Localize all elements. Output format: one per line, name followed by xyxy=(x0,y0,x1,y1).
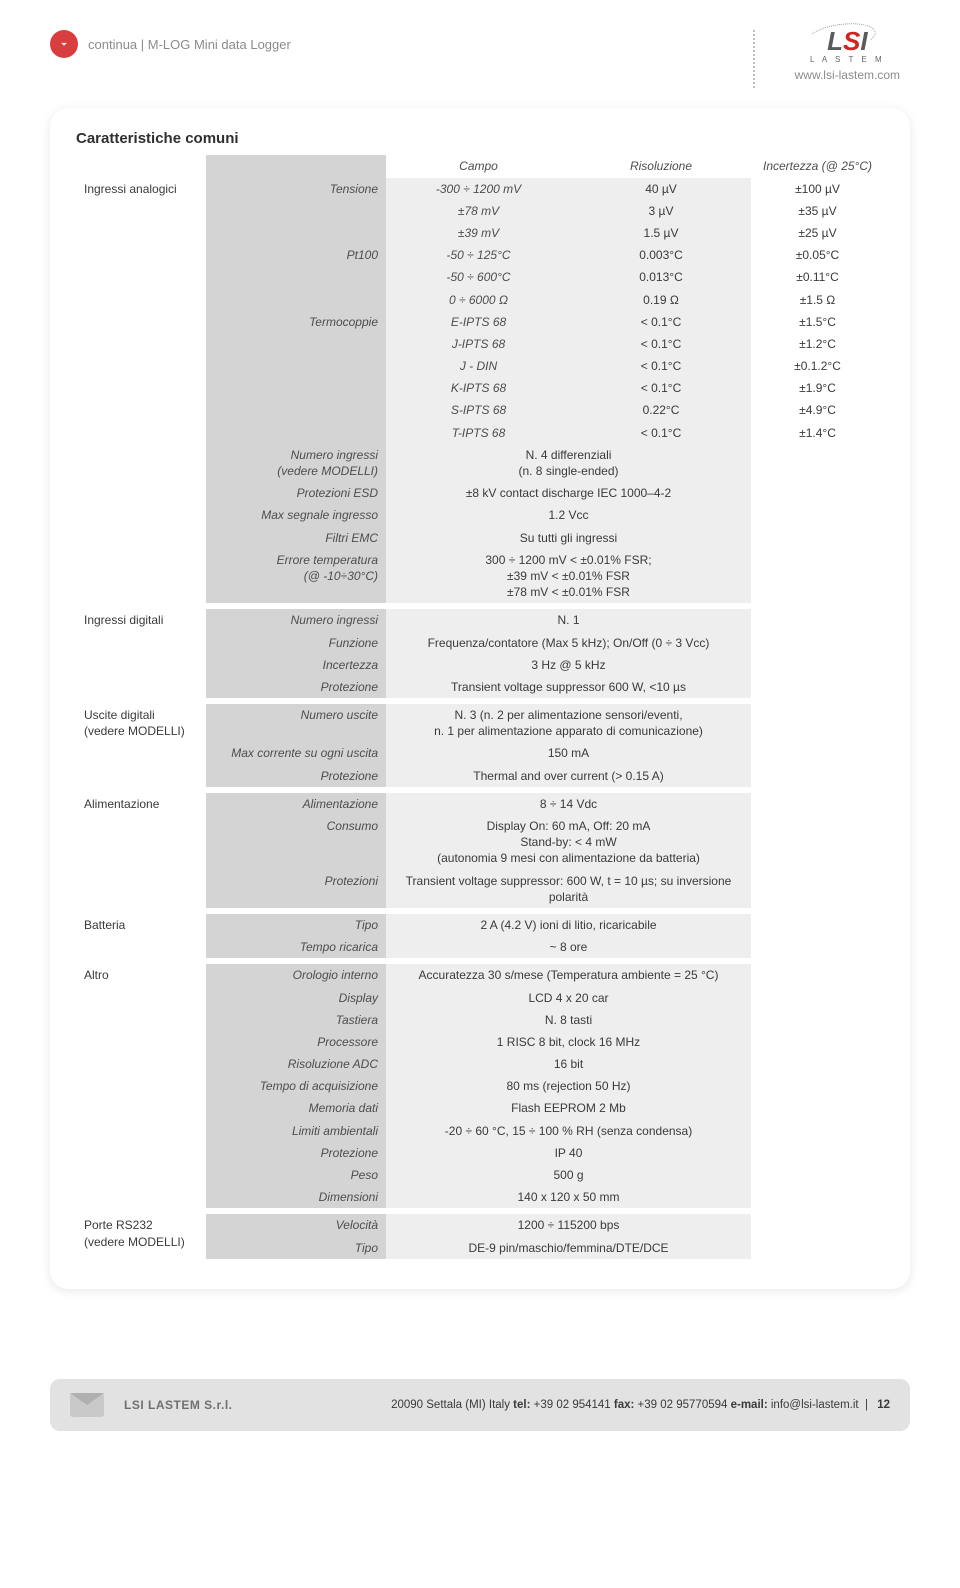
table-row: AlimentazioneAlimentazione8 ÷ 14 Vdc xyxy=(76,793,884,815)
continue-icon xyxy=(50,30,78,58)
footer-email-label: e-mail: xyxy=(731,1399,771,1411)
footer-fax: +39 02 95770594 xyxy=(638,1399,731,1411)
footer-email: info@lsi-lastem.it xyxy=(771,1399,859,1411)
brand-url: www.lsi-lastem.com xyxy=(795,68,900,82)
table-row: Uscite digitali(vedere MODELLI)Numero us… xyxy=(76,704,884,742)
footer-separator: | xyxy=(862,1399,868,1411)
footer-fax-label: fax: xyxy=(614,1399,638,1411)
page-header: continua | M-LOG Mini data Logger LSI L … xyxy=(50,30,910,88)
table-row: Ingressi digitaliNumero ingressiN. 1 xyxy=(76,609,884,631)
table-row: Porte RS232(vedere MODELLI)Velocità1200 … xyxy=(76,1214,884,1236)
table-row: Ingressi analogiciTensione-300 ÷ 1200 mV… xyxy=(76,178,884,200)
table-row: BatteriaTipo2 A (4.2 V) ioni di litio, r… xyxy=(76,914,884,936)
page-number: 12 xyxy=(871,1399,890,1411)
footer-tel: +39 02 954141 xyxy=(534,1399,614,1411)
footer-company: LSI LASTEM S.r.l. xyxy=(124,1398,233,1412)
brand-block: LSI L A S T E M www.lsi-lastem.com xyxy=(753,30,910,88)
footer-address: 20090 Settala (MI) Italy xyxy=(391,1399,513,1411)
footer-contact: 20090 Settala (MI) Italy tel: +39 02 954… xyxy=(391,1399,890,1411)
breadcrumb-text: continua | M-LOG Mini data Logger xyxy=(88,37,291,52)
page-footer: LSI LASTEM S.r.l. 20090 Settala (MI) Ita… xyxy=(50,1379,910,1431)
spec-sheet: Caratteristiche comuni CampoRisoluzioneI… xyxy=(50,108,910,1288)
table-row: CampoRisoluzioneIncertezza (@ 25°C) xyxy=(76,155,884,177)
logo: LSI L A S T E M xyxy=(795,30,900,64)
mail-icon xyxy=(70,1393,104,1417)
spec-table: CampoRisoluzioneIncertezza (@ 25°C)Ingre… xyxy=(76,155,884,1258)
table-row: AltroOrologio internoAccuratezza 30 s/me… xyxy=(76,964,884,986)
section-title: Caratteristiche comuni xyxy=(76,130,884,147)
logo-subtext: L A S T E M xyxy=(810,55,885,64)
breadcrumb: continua | M-LOG Mini data Logger xyxy=(50,30,291,58)
footer-tel-label: tel: xyxy=(513,1399,533,1411)
